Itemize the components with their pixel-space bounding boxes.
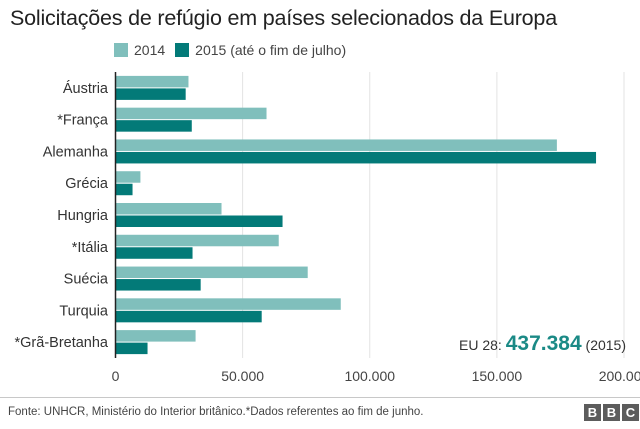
bar-2015-1 — [115, 120, 192, 132]
eu28-annotation: EU 28: 437.384 (2015) — [459, 332, 626, 356]
legend-item-2014: 2014 — [114, 42, 165, 58]
legend-label-2014: 2014 — [134, 42, 166, 58]
bar-2015-6 — [115, 279, 201, 291]
bar-2014-0 — [115, 75, 189, 88]
bar-2015-3 — [115, 183, 133, 196]
x-tick-label: 150.000 — [472, 368, 523, 384]
legend-label-2015: 2015 (até o fim de julho) — [195, 42, 347, 58]
bar-2014-1 — [115, 107, 267, 120]
bbc-logo-letter: B — [584, 404, 601, 421]
legend-item-2015: 2015 (até o fim de julho) — [175, 42, 346, 58]
category-label: Hungria — [57, 208, 109, 224]
category-label: Áustria — [63, 80, 109, 97]
bar-2014-8 — [115, 330, 196, 342]
category-label: Suécia — [64, 272, 109, 288]
eu28-prefix: EU 28: — [459, 337, 506, 353]
bbc-logo-letter: C — [622, 404, 639, 421]
eu28-value: 437.384 — [505, 332, 582, 355]
bar-2014-7 — [115, 298, 341, 310]
bar-2015-2 — [115, 151, 597, 164]
category-label: Turquia — [59, 303, 109, 319]
x-tick-label: 100.000 — [344, 368, 395, 384]
category-label: *Grã-Bretanha — [15, 335, 109, 351]
bar-2015-5 — [115, 247, 193, 259]
eu28-suffix: (2015) — [581, 337, 626, 353]
bar-2015-4 — [115, 215, 283, 227]
legend-swatch-2015 — [175, 43, 190, 57]
bar-2015-0 — [115, 88, 186, 100]
legend-swatch-2014 — [114, 43, 128, 57]
category-label: Grécia — [65, 176, 109, 192]
bbc-logo-letter: B — [603, 404, 620, 421]
x-tick-label: 200.000 — [599, 368, 640, 384]
category-label: Alemanha — [43, 144, 109, 160]
bbc-logo: B B C — [584, 404, 639, 421]
x-tick-label: 0 — [112, 368, 120, 384]
source-note: Fonte: UNHCR, Ministério do Interior bri… — [8, 406, 424, 418]
bar-2014-5 — [115, 234, 279, 247]
bar-2015-7 — [115, 310, 262, 323]
category-label: *Itália — [72, 240, 109, 256]
category-label: *França — [57, 113, 109, 129]
bar-2014-2 — [115, 139, 557, 151]
bar-2014-4 — [115, 203, 222, 215]
footer-divider — [0, 397, 640, 398]
legend: 2014 2015 (até o fim de julho) — [114, 42, 356, 58]
x-tick-label: 50.000 — [221, 368, 264, 384]
bar-2015-8 — [115, 342, 148, 355]
bar-2014-3 — [115, 171, 141, 183]
bar-2014-6 — [115, 266, 308, 279]
chart-title: Solicitações de refúgio em países seleci… — [10, 6, 557, 30]
